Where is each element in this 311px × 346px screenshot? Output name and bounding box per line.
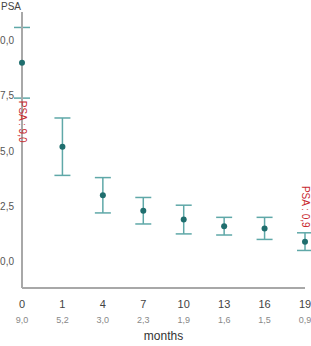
svg-text:1,6: 1,6 [218,315,231,325]
svg-text:2,5: 2,5 [8,201,14,212]
svg-text:0,9: 0,9 [299,315,303,325]
svg-text:7,5: 7,5 [8,90,14,101]
svg-text:1: 1 [59,298,65,310]
svg-text:1,5: 1,5 [258,315,271,325]
svg-text:2,3: 2,3 [137,315,150,325]
svg-text:4: 4 [100,298,106,310]
svg-text:9,0: 9,0 [16,315,29,325]
svg-text:PSA : 9,0: PSA : 9,0 [17,101,28,143]
svg-text:0,0: 0,0 [8,256,14,267]
svg-text:PSA : 0,9: PSA : 0,9 [300,186,304,228]
svg-text:PSA: PSA [8,1,21,12]
svg-text:16: 16 [258,298,270,310]
svg-text:1,9: 1,9 [177,315,190,325]
svg-text:10: 10 [178,298,190,310]
svg-text:19: 19 [299,298,303,310]
svg-text:0: 0 [19,298,25,310]
svg-text:5,0: 5,0 [8,146,14,157]
svg-text:7: 7 [140,298,146,310]
svg-text:13: 13 [218,298,230,310]
svg-text:3,0: 3,0 [97,315,110,325]
svg-text:5,2: 5,2 [56,315,69,325]
svg-text:months: months [144,329,183,343]
svg-text:10,0: 10,0 [8,35,14,46]
